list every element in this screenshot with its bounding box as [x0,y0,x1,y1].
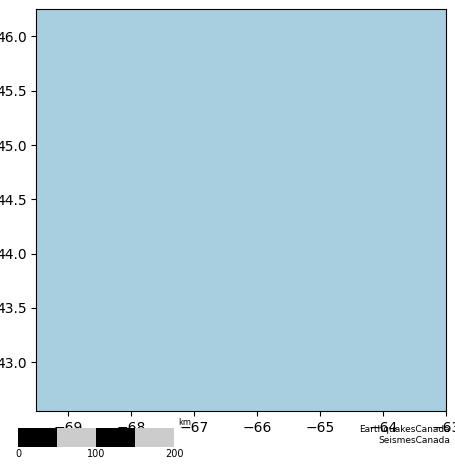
Text: EarthquakesCanada
SeismesCanada: EarthquakesCanada SeismesCanada [359,425,450,445]
Text: km: km [178,418,191,427]
Text: 200: 200 [165,449,183,459]
Text: 100: 100 [87,449,105,459]
Text: 0: 0 [15,449,21,459]
Bar [57,428,96,446]
Bar [18,428,96,446]
Bar [18,428,57,446]
Bar [96,428,135,446]
Bar [135,428,174,446]
